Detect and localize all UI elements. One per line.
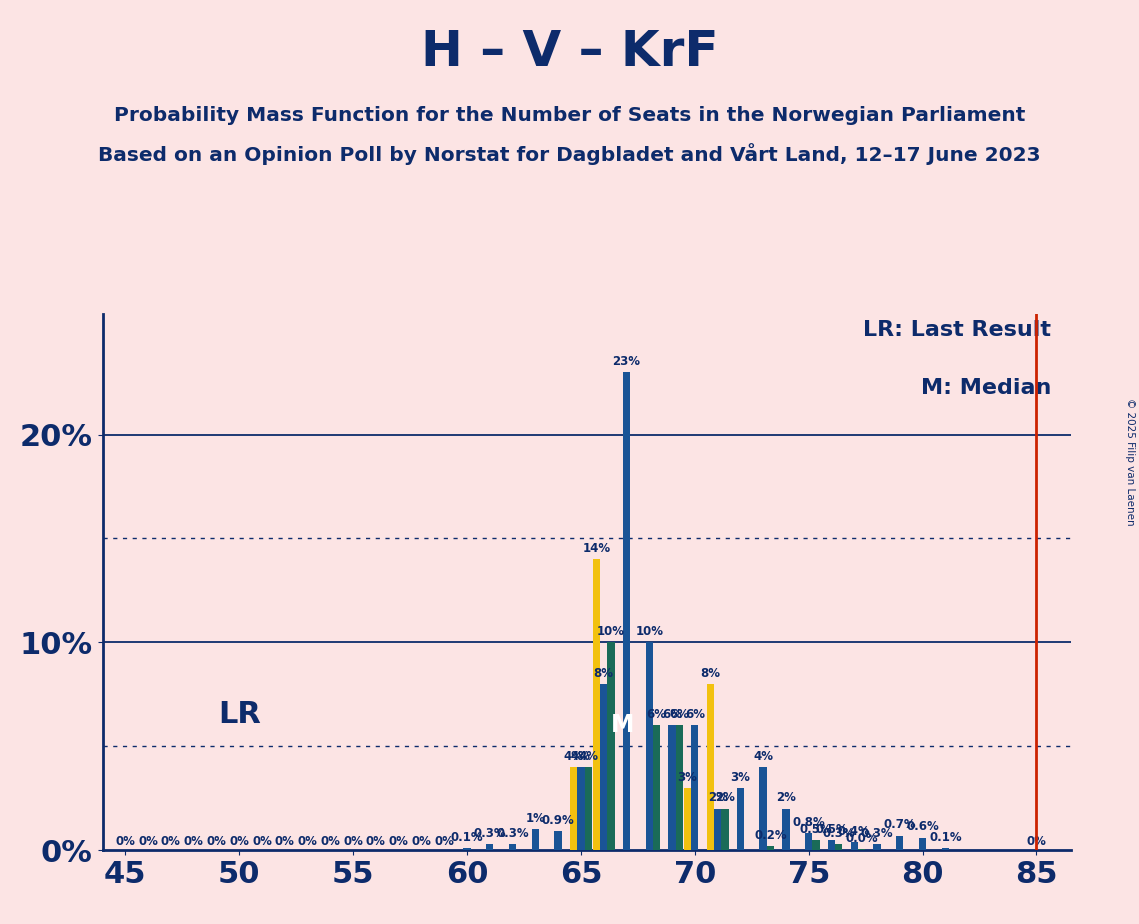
Text: 0.6%: 0.6% [907,821,939,833]
Text: 14%: 14% [582,542,611,555]
Text: 0.5%: 0.5% [800,822,833,835]
Text: 0%: 0% [183,835,204,848]
Text: 2%: 2% [776,791,796,805]
Text: 8%: 8% [700,667,720,680]
Bar [607,642,615,850]
Bar [555,832,562,850]
Text: 0%: 0% [138,835,158,848]
Bar [737,788,744,850]
Text: 0.8%: 0.8% [793,816,825,830]
Text: 0%: 0% [115,835,136,848]
Text: 2%: 2% [715,791,735,805]
Text: 23%: 23% [613,355,640,368]
Bar [600,684,607,850]
Bar [592,559,600,850]
Text: 0%: 0% [274,835,295,848]
Bar [570,767,577,850]
Text: LR: Last Result: LR: Last Result [863,320,1051,339]
Text: 4%: 4% [579,750,598,763]
Bar [706,684,714,850]
Text: 0%: 0% [297,835,318,848]
Text: 0%: 0% [366,835,386,848]
Text: LR: LR [219,700,262,729]
Text: 0%: 0% [434,835,454,848]
Bar [646,642,653,850]
Text: 0.3%: 0.3% [497,827,528,840]
Text: H – V – KrF: H – V – KrF [420,28,719,76]
Bar [721,808,729,850]
Text: 0.1%: 0.1% [929,831,961,844]
Text: M: Median: M: Median [921,379,1051,398]
Text: Probability Mass Function for the Number of Seats in the Norwegian Parliament: Probability Mass Function for the Number… [114,106,1025,126]
Text: 0.2%: 0.2% [754,829,787,842]
Bar [653,725,661,850]
Bar [623,372,630,850]
Text: 3%: 3% [730,771,751,784]
Text: 1%: 1% [525,812,546,825]
Text: 0.3%: 0.3% [822,827,855,840]
Text: 0%: 0% [320,835,341,848]
Text: 6%: 6% [685,709,705,722]
Text: 0%: 0% [388,835,409,848]
Bar [675,725,683,850]
Text: 6%: 6% [647,709,666,722]
Text: 0%: 0% [206,835,227,848]
Text: M: M [612,713,634,737]
Text: 3%: 3% [678,771,697,784]
Bar [532,830,539,850]
Text: 4%: 4% [564,750,583,763]
Text: 0%: 0% [252,835,272,848]
Bar [577,767,584,850]
Text: 0.4%: 0.4% [838,824,870,838]
Text: © 2025 Filip van Laenen: © 2025 Filip van Laenen [1125,398,1134,526]
Bar [509,844,516,850]
Bar [486,844,493,850]
Bar [669,725,675,850]
Bar [919,838,926,850]
Text: 4%: 4% [571,750,591,763]
Text: 0.0%: 0.0% [845,833,878,845]
Bar [767,846,775,850]
Text: 0.3%: 0.3% [861,827,893,840]
Text: 0.5%: 0.5% [816,822,847,835]
Bar [874,844,880,850]
Bar [812,840,820,850]
Text: 0%: 0% [411,835,432,848]
Text: 0%: 0% [1026,835,1047,848]
Bar [805,833,812,850]
Text: 6%: 6% [670,709,689,722]
Bar [464,848,470,850]
Text: 10%: 10% [597,626,625,638]
Text: 8%: 8% [593,667,614,680]
Text: 0%: 0% [343,835,363,848]
Bar [683,788,691,850]
Text: Based on an Opinion Poll by Norstat for Dagbladet and Vårt Land, 12–17 June 2023: Based on an Opinion Poll by Norstat for … [98,143,1041,165]
Text: 0%: 0% [229,835,249,848]
Bar [782,808,789,850]
Bar [851,842,858,850]
Bar [584,767,592,850]
Text: 0.7%: 0.7% [884,819,916,832]
Bar [760,767,767,850]
Text: 0.9%: 0.9% [542,814,574,827]
Bar [691,725,698,850]
Text: 2%: 2% [707,791,728,805]
Bar [714,808,721,850]
Bar [828,840,835,850]
Bar [942,848,949,850]
Text: 0.1%: 0.1% [451,831,483,844]
Bar [835,844,843,850]
Text: 4%: 4% [753,750,773,763]
Text: 6%: 6% [662,709,682,722]
Text: 10%: 10% [636,626,663,638]
Text: 0%: 0% [161,835,181,848]
Text: 0.3%: 0.3% [474,827,506,840]
Bar [896,835,903,850]
